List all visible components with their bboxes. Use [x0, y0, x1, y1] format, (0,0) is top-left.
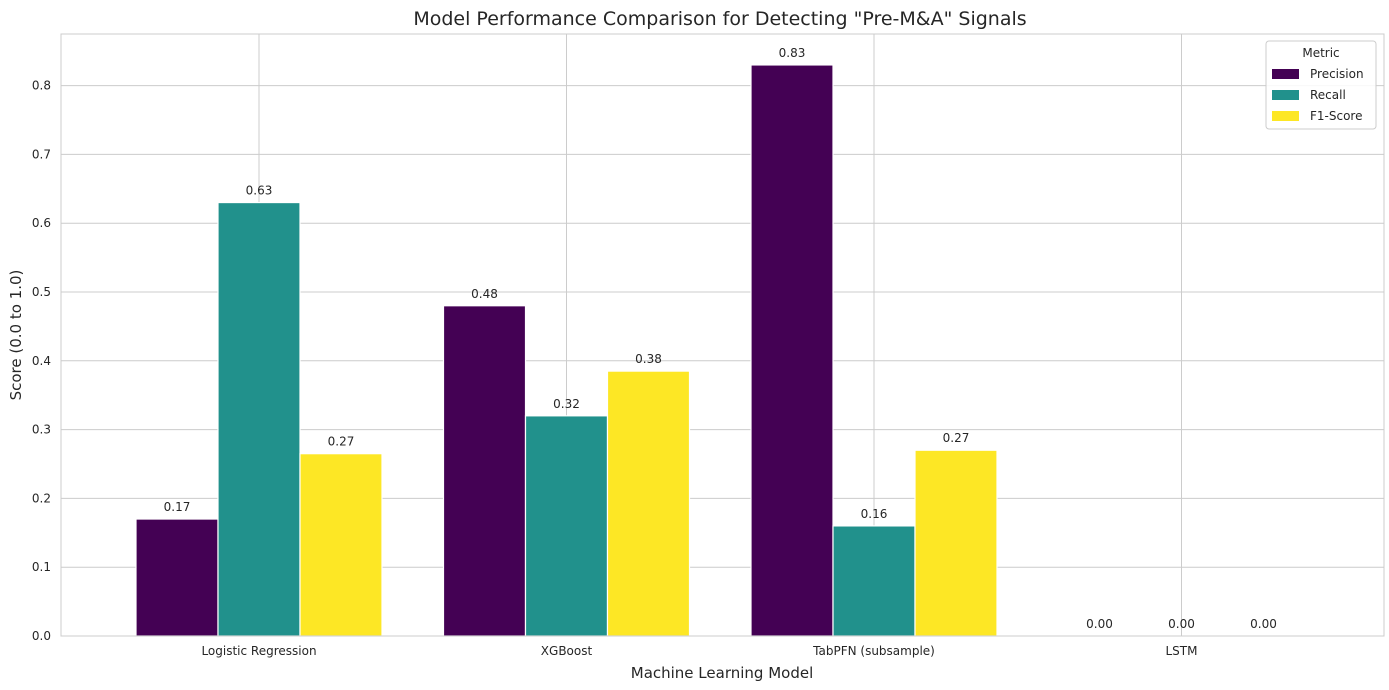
legend-swatch: [1272, 69, 1299, 79]
legend-label: Precision: [1310, 67, 1364, 81]
x-tick-label: Logistic Regression: [201, 644, 316, 658]
legend-swatch: [1272, 111, 1299, 121]
y-tick-label: 0.0: [32, 629, 51, 643]
bar-precision-1: [442, 305, 527, 637]
data-label: 0.83: [779, 46, 806, 60]
data-label: 0.00: [1086, 617, 1113, 631]
data-label: 0.32: [553, 397, 580, 411]
bar-precision-0: [135, 518, 219, 637]
data-label: 0.17: [164, 500, 191, 514]
y-tick-label: 0.8: [32, 79, 51, 93]
y-axis: 0.0 0.1 0.2 0.3 0.4 0.5 0.6 0.7 0.8: [32, 79, 51, 643]
bar-recall-1: [524, 415, 609, 637]
y-tick-label: 0.2: [32, 491, 51, 505]
bar-f1-score-2: [914, 449, 998, 637]
bar-f1-score-0: [299, 453, 383, 637]
bar-f1-score-1: [606, 370, 691, 637]
x-axis-title: Machine Learning Model: [631, 664, 813, 682]
data-labels: 0.17 0.48 0.83 0.00 0.63 0.32 0.16 0.00 0.27 0.38…: [164, 46, 1277, 631]
y-tick-label: 0.3: [32, 423, 51, 437]
data-label: 0.16: [861, 507, 888, 521]
legend-label: Recall: [1310, 88, 1346, 102]
x-tick-label: XGBoost: [541, 644, 593, 658]
data-label: 0.00: [1250, 617, 1277, 631]
legend-label: F1-Score: [1310, 109, 1362, 123]
data-label: 0.48: [471, 287, 498, 301]
y-tick-label: 0.7: [32, 147, 51, 161]
bar-precision-2: [750, 64, 834, 637]
bar-recall-2: [832, 525, 916, 637]
plot-frame: [60, 33, 1385, 637]
chart-title: Model Performance Comparison for Detecti…: [413, 8, 1026, 30]
x-tick-label: LSTM: [1166, 644, 1198, 658]
data-label: 0.38: [635, 352, 662, 366]
x-axis: Logistic Regression XGBoost TabPFN (subsam…: [201, 644, 1197, 658]
y-tick-label: 0.4: [32, 354, 51, 368]
data-label: 0.27: [943, 431, 970, 445]
y-tick-label: 0.6: [32, 216, 51, 230]
x-tick-label: TabPFN (subsample): [812, 644, 935, 658]
bar-recall-0: [217, 201, 301, 637]
y-tick-label: 0.1: [32, 560, 51, 574]
y-axis-title: Score (0.0 to 1.0): [7, 270, 25, 401]
data-label: 0.27: [328, 435, 355, 449]
legend-swatch: [1272, 90, 1299, 100]
legend-box: [1265, 40, 1377, 130]
y-tick-label: 0.5: [32, 285, 51, 299]
legend: Metric Precision Recall F1-Score: [1265, 40, 1377, 130]
data-label: 0.00: [1168, 617, 1195, 631]
data-label: 0.63: [246, 184, 273, 198]
legend-title: Metric: [1302, 46, 1339, 60]
bars: [135, 64, 998, 637]
